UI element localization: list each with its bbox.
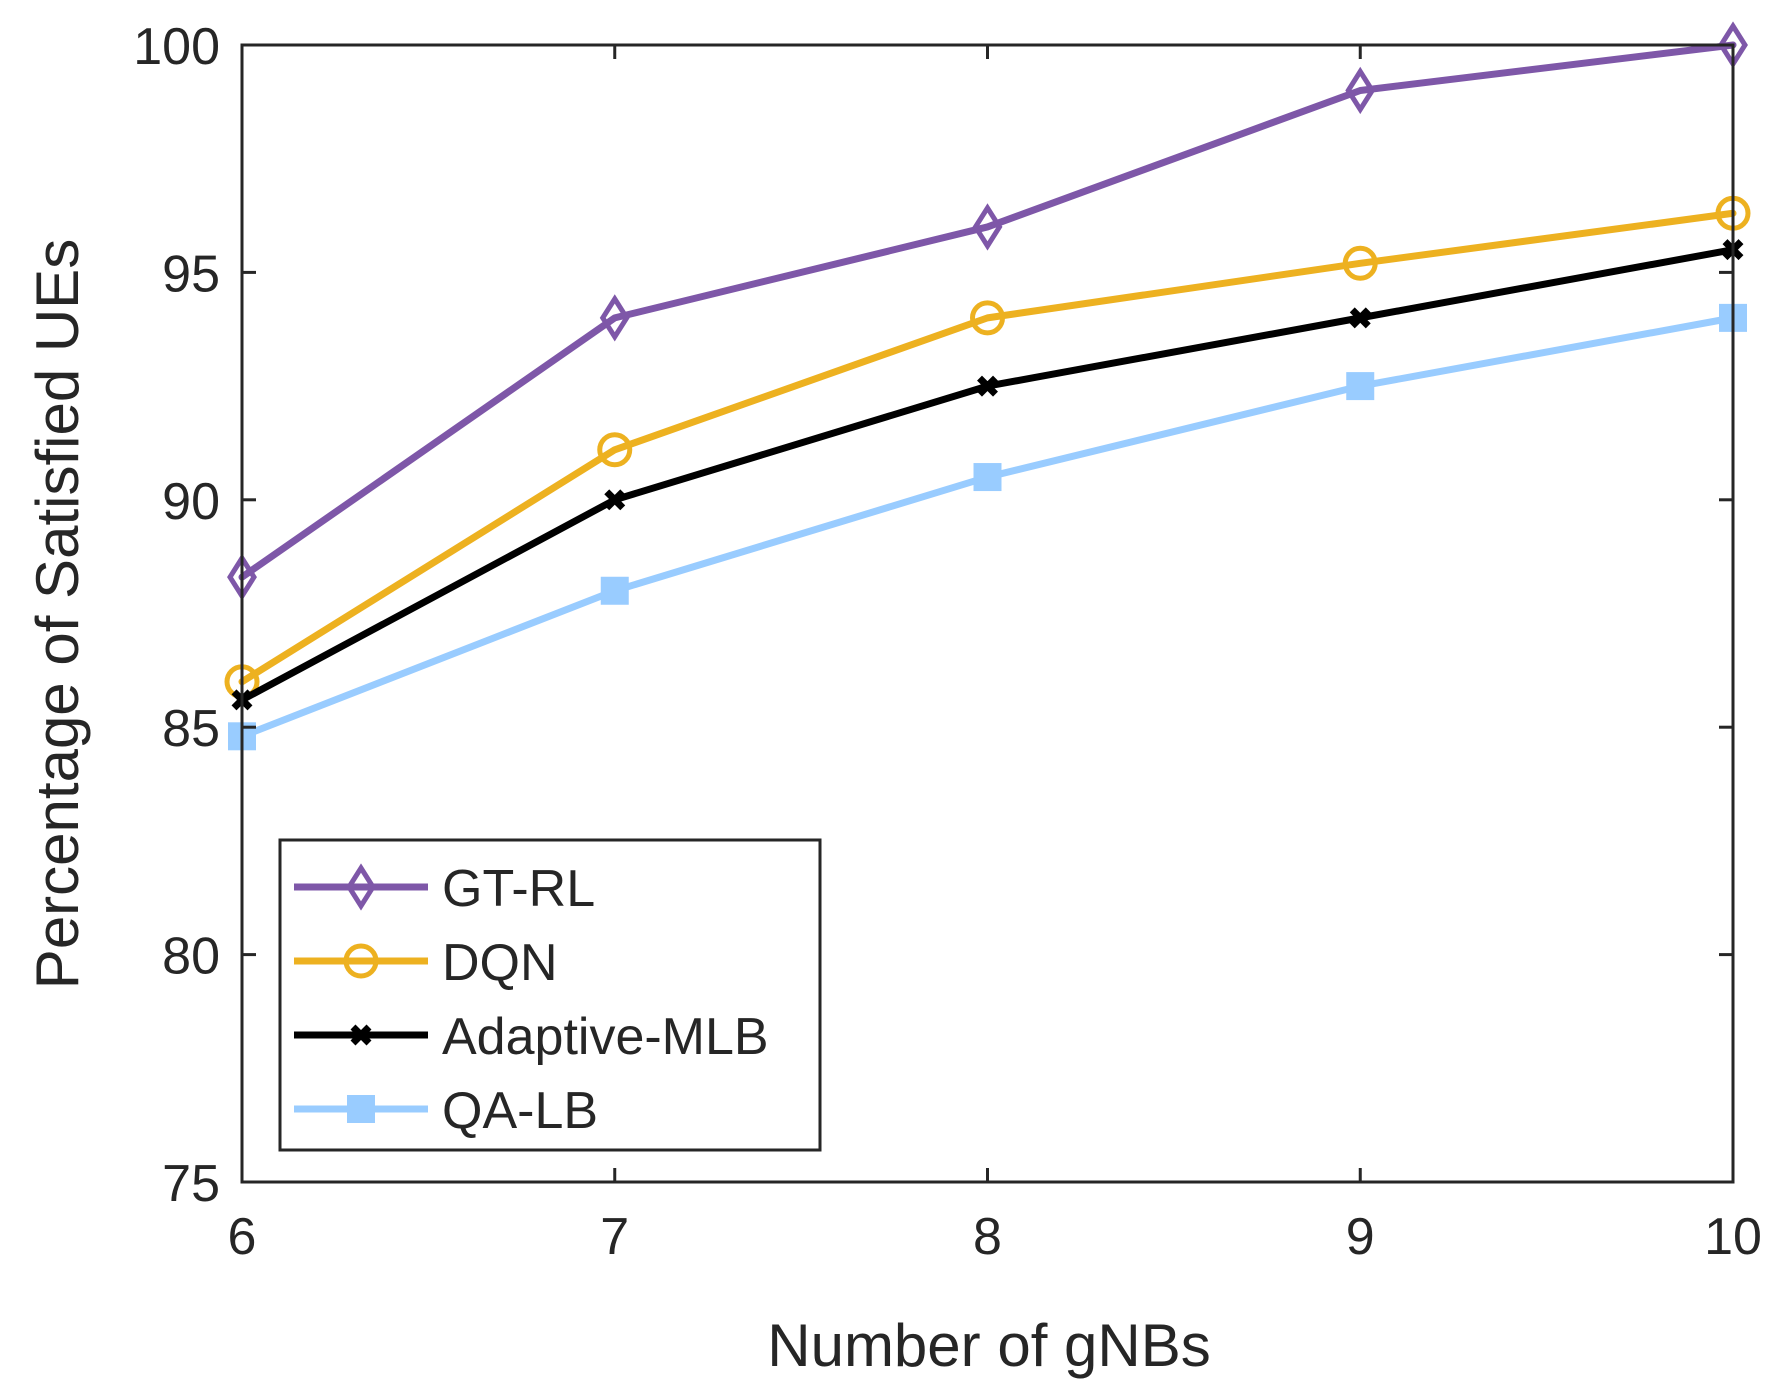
y-tick-label: 85 [162, 700, 220, 758]
legend: GT-RL DQN Adaptive-MLB QA-LB [278, 838, 822, 1152]
data-point-marker [973, 463, 1002, 492]
axes-layer: 6 7 8 9 10 75 80 85 90 95 100 [133, 18, 1762, 1266]
series-line [238, 209, 1737, 686]
data-point-marker [600, 576, 629, 605]
data-point-marker [604, 489, 626, 511]
legend-label: QA-LB [442, 1082, 598, 1140]
y-tick-label: 90 [162, 473, 220, 531]
y-tick-label: 95 [162, 245, 220, 303]
x-tick-label: 9 [1346, 1208, 1375, 1266]
series-layer [224, 21, 1751, 751]
legend-marker [343, 943, 379, 979]
legend-item: QA-LB [294, 1082, 598, 1140]
legend-marker [350, 1024, 372, 1046]
legend-label: Adaptive-MLB [442, 1008, 769, 1066]
x-tick-label: 8 [973, 1208, 1002, 1266]
legend-item: GT-RL [294, 860, 595, 918]
data-point-marker [977, 375, 998, 397]
series-line [238, 41, 1737, 581]
data-point-marker [1342, 245, 1378, 281]
y-tick-label: 75 [162, 1155, 220, 1213]
data-point-marker [597, 432, 633, 468]
legend-item: Adaptive-MLB [294, 1008, 769, 1066]
data-point-marker [1346, 372, 1375, 401]
legend-item: DQN [294, 934, 558, 992]
legend-label: GT-RL [442, 860, 595, 918]
y-tick-label: 100 [133, 18, 220, 76]
x-tick-label: 7 [600, 1208, 629, 1266]
data-point-marker [970, 300, 1005, 336]
data-point-marker [972, 203, 1003, 251]
legend-marker [346, 863, 376, 911]
legend-marker [347, 1095, 375, 1123]
data-point-marker [1349, 307, 1371, 329]
y-axis-title: Percentage of Satisfied UEs [24, 239, 91, 989]
x-tick-label: 10 [1704, 1208, 1762, 1266]
x-axis-title: Number of gNBs [767, 1312, 1211, 1379]
data-point-marker [599, 294, 630, 342]
x-tick-label: 6 [228, 1208, 257, 1266]
y-tick-label: 80 [162, 928, 220, 986]
legend-label: DQN [442, 934, 558, 992]
data-point-marker [1345, 66, 1376, 115]
